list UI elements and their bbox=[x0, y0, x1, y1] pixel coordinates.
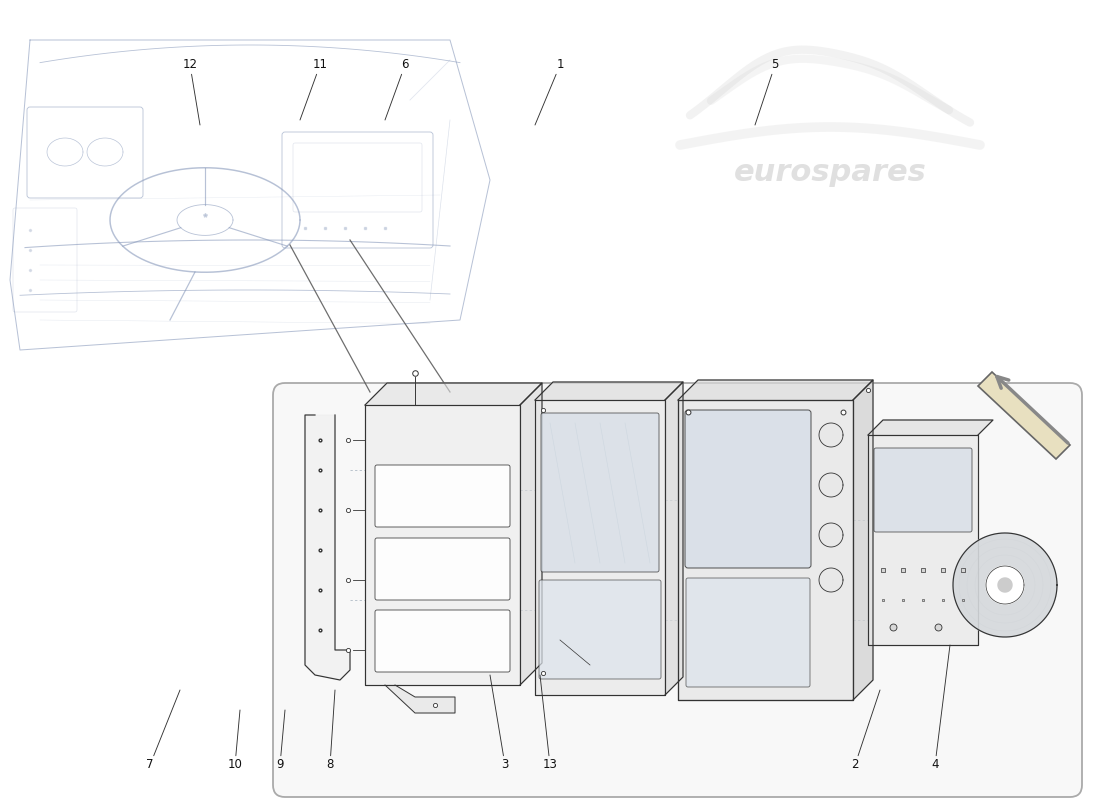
FancyBboxPatch shape bbox=[874, 448, 972, 532]
Polygon shape bbox=[820, 523, 843, 547]
Text: 8: 8 bbox=[327, 690, 336, 771]
Text: 5: 5 bbox=[755, 58, 779, 125]
FancyBboxPatch shape bbox=[273, 383, 1082, 797]
Text: 7: 7 bbox=[146, 690, 180, 771]
Polygon shape bbox=[365, 383, 542, 405]
Text: 6: 6 bbox=[385, 58, 409, 120]
FancyBboxPatch shape bbox=[375, 538, 510, 600]
Polygon shape bbox=[305, 415, 350, 680]
Text: 1: 1 bbox=[535, 58, 563, 125]
Text: 2: 2 bbox=[851, 690, 880, 771]
FancyBboxPatch shape bbox=[375, 610, 510, 672]
Polygon shape bbox=[820, 423, 843, 447]
FancyBboxPatch shape bbox=[539, 580, 661, 679]
Text: eurospares: eurospares bbox=[466, 592, 634, 618]
Text: 4: 4 bbox=[932, 645, 950, 771]
FancyBboxPatch shape bbox=[685, 410, 811, 568]
Text: 9: 9 bbox=[276, 710, 285, 771]
Polygon shape bbox=[365, 405, 520, 685]
FancyBboxPatch shape bbox=[541, 413, 659, 572]
Polygon shape bbox=[953, 533, 1057, 637]
Polygon shape bbox=[820, 568, 843, 592]
Polygon shape bbox=[678, 400, 852, 700]
Polygon shape bbox=[520, 383, 542, 685]
Text: 12: 12 bbox=[183, 58, 200, 125]
Polygon shape bbox=[678, 380, 873, 400]
Polygon shape bbox=[998, 578, 1012, 592]
Text: 10: 10 bbox=[228, 710, 242, 771]
Polygon shape bbox=[868, 420, 993, 435]
Text: eurospares: eurospares bbox=[734, 158, 926, 186]
Polygon shape bbox=[535, 382, 683, 400]
FancyBboxPatch shape bbox=[686, 578, 810, 687]
Polygon shape bbox=[868, 435, 978, 645]
Text: 13: 13 bbox=[540, 675, 558, 771]
Polygon shape bbox=[978, 372, 1070, 459]
Text: 3: 3 bbox=[490, 675, 508, 771]
Polygon shape bbox=[820, 473, 843, 497]
FancyBboxPatch shape bbox=[375, 465, 510, 527]
Polygon shape bbox=[852, 380, 873, 700]
Polygon shape bbox=[385, 685, 455, 713]
Text: 11: 11 bbox=[300, 58, 328, 120]
Polygon shape bbox=[986, 566, 1024, 604]
Polygon shape bbox=[535, 400, 666, 695]
Polygon shape bbox=[666, 382, 683, 695]
